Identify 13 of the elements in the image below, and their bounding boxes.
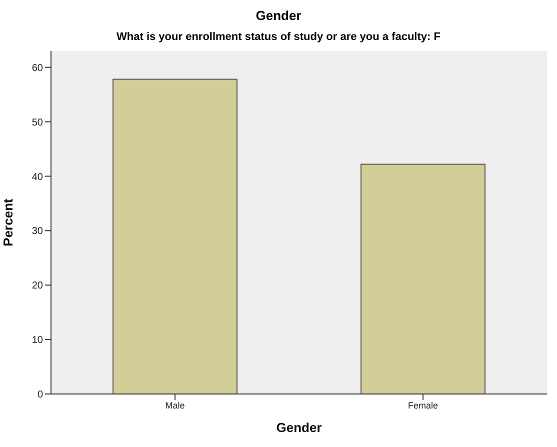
y-tick-label: 30 [32,226,44,238]
y-tick-label: 40 [32,172,44,183]
x-axis-title: Gender [276,420,322,435]
x-tick-label: Female [408,400,438,410]
y-tick-label: 0 [37,390,44,401]
y-tick-label: 60 [32,62,44,74]
y-tick-label: 20 [32,280,44,292]
x-tick-label: Male [165,400,185,410]
y-axis-title: Percent [0,198,16,246]
y-tick-label: 50 [32,117,44,128]
chart-subtitle: What is your enrollment status of study or are you a faculty: F [116,31,442,43]
y-tick-label: 10 [32,335,44,346]
chart-title: Gender [254,8,302,23]
